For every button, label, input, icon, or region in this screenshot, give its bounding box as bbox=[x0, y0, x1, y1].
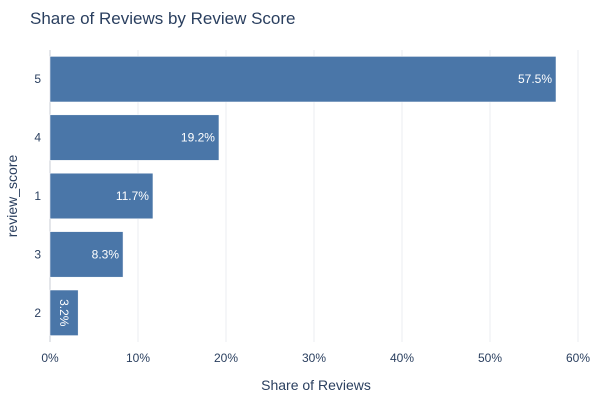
x-tick-label: 20% bbox=[214, 351, 238, 365]
y-tick-label: 4 bbox=[34, 131, 41, 145]
tick-labels: 0% 10% 20% 30% 40% 50% 60% 5 4 1 3 2 bbox=[34, 72, 590, 365]
bars: 57.5% 19.2% 11.7% 8.3% 3.2% bbox=[49, 56, 557, 336]
bar bbox=[49, 289, 79, 336]
bar-value-label: 19.2% bbox=[181, 131, 215, 145]
y-axis-title: review_score bbox=[4, 155, 20, 238]
x-tick-label: 30% bbox=[302, 351, 326, 365]
x-tick-label: 60% bbox=[566, 351, 590, 365]
bar-value-label: 3.2% bbox=[57, 299, 71, 327]
y-tick-label: 1 bbox=[34, 189, 41, 203]
x-tick-label: 40% bbox=[390, 351, 414, 365]
bar-value-label: 57.5% bbox=[518, 72, 552, 86]
bar bbox=[49, 56, 557, 103]
bar bbox=[49, 114, 220, 161]
y-tick-label: 3 bbox=[34, 247, 41, 261]
bar bbox=[49, 231, 124, 278]
x-tick-label: 10% bbox=[126, 351, 150, 365]
y-tick-label: 2 bbox=[34, 306, 41, 320]
y-tick-label: 5 bbox=[34, 72, 41, 86]
x-tick-label: 50% bbox=[478, 351, 502, 365]
bar-value-label: 11.7% bbox=[116, 189, 149, 203]
bar-value-label: 8.3% bbox=[92, 247, 120, 261]
x-axis-title: Share of Reviews bbox=[261, 377, 371, 393]
x-tick-label: 0% bbox=[41, 351, 59, 365]
bar bbox=[49, 172, 154, 220]
chart-title: Share of Reviews by Review Score bbox=[30, 9, 296, 28]
